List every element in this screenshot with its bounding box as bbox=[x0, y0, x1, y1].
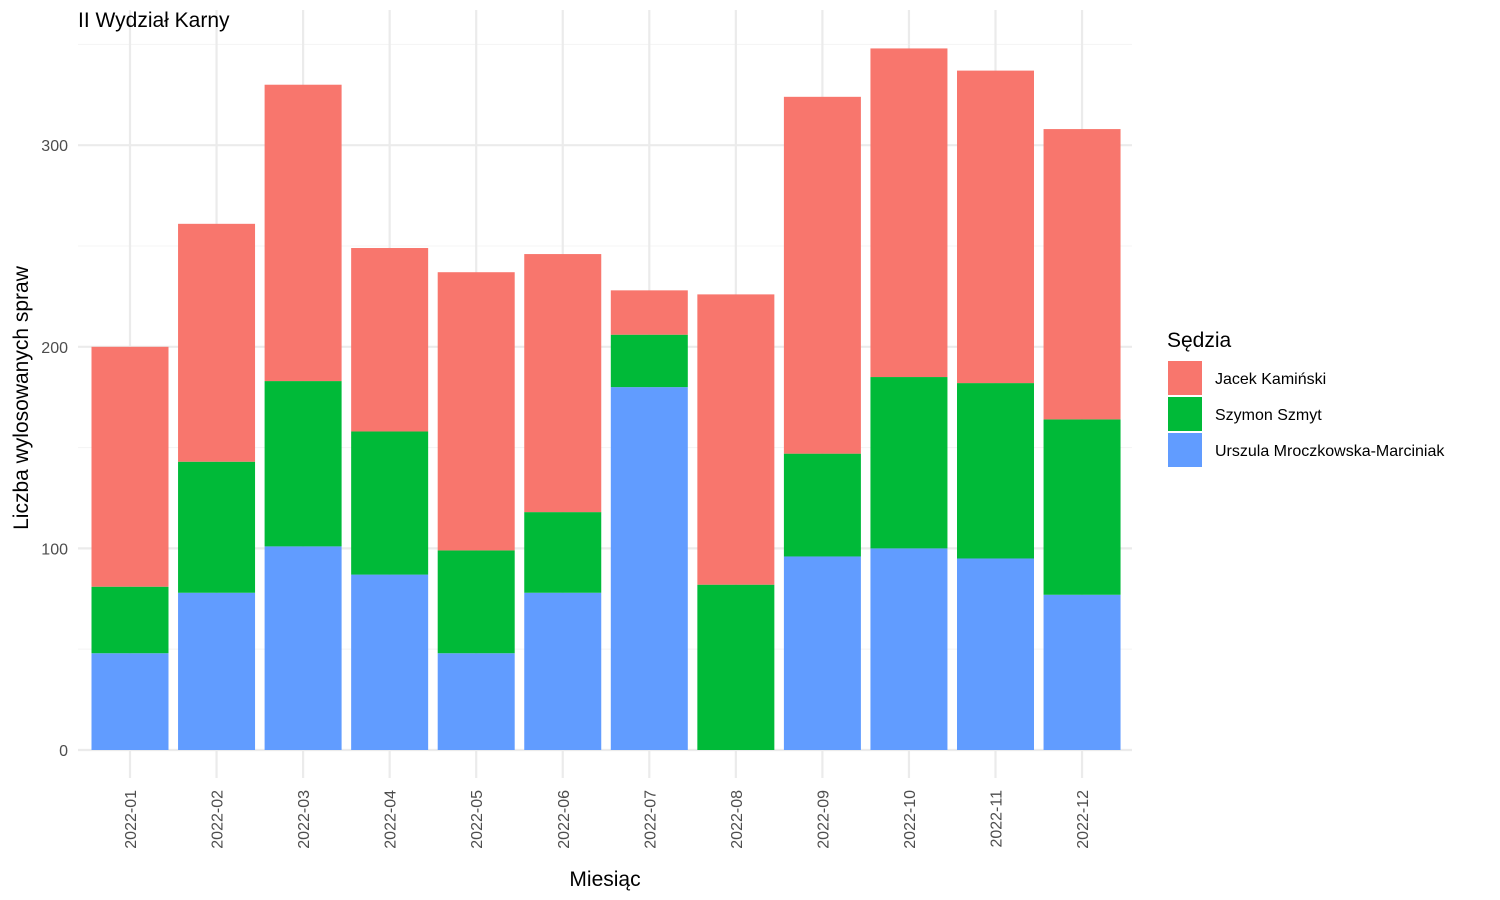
bar-segment bbox=[178, 461, 256, 593]
bar-segment bbox=[264, 381, 342, 547]
x-tick-label: 2022-09 bbox=[815, 790, 832, 849]
y-axis-title: Liczba wylosowanych spraw bbox=[10, 265, 33, 530]
bar-segment bbox=[697, 294, 775, 585]
bar-segment bbox=[524, 592, 602, 750]
legend-title: Sędzia bbox=[1167, 329, 1232, 352]
bar-segment bbox=[437, 653, 515, 750]
x-tick-label: 2022-10 bbox=[902, 790, 919, 849]
y-axis-ticks: 0 100 200 300 bbox=[41, 138, 68, 760]
bar-segment bbox=[437, 272, 515, 551]
bar-segment bbox=[178, 223, 256, 462]
bar-segment bbox=[91, 586, 169, 654]
x-tick-label: 2022-07 bbox=[642, 790, 659, 849]
legend-label: Szymon Szmyt bbox=[1215, 407, 1322, 424]
x-tick-label: 2022-02 bbox=[210, 790, 227, 849]
bar-segment bbox=[1043, 594, 1121, 750]
bar-segment bbox=[610, 290, 688, 335]
bar-segment bbox=[1043, 129, 1121, 420]
bar-segment bbox=[783, 453, 861, 557]
x-tick-label: 2022-01 bbox=[123, 790, 140, 849]
bar-segment bbox=[783, 96, 861, 454]
x-axis-title: Miesiąc bbox=[569, 868, 640, 891]
y-tick-label: 300 bbox=[41, 138, 68, 155]
bar-segment bbox=[610, 387, 688, 750]
bar-segment bbox=[264, 546, 342, 750]
bar-segment bbox=[178, 592, 256, 750]
x-tick-label: 2022-05 bbox=[469, 790, 486, 849]
y-tick-label: 100 bbox=[41, 541, 68, 558]
bar-segment bbox=[351, 574, 429, 750]
bar-segment bbox=[957, 70, 1034, 384]
bar-segment bbox=[91, 346, 169, 587]
bar-segment bbox=[351, 248, 429, 432]
bar-segment bbox=[610, 334, 688, 388]
legend-key bbox=[1168, 397, 1202, 431]
bar-segment bbox=[437, 550, 515, 654]
bar-segment bbox=[957, 383, 1034, 559]
bar-segment bbox=[1043, 419, 1121, 595]
bars bbox=[91, 48, 1121, 750]
bar-segment bbox=[697, 584, 775, 750]
x-tick-label: 2022-04 bbox=[383, 790, 400, 849]
legend-key bbox=[1168, 433, 1202, 467]
bar-segment bbox=[957, 558, 1034, 750]
x-tick-label: 2022-12 bbox=[1075, 790, 1092, 849]
bar-segment bbox=[351, 431, 429, 575]
x-tick-label: 2022-08 bbox=[729, 790, 746, 849]
bar-segment bbox=[524, 254, 602, 513]
bar-segment bbox=[870, 377, 948, 549]
chart-title: II Wydział Karny bbox=[78, 9, 230, 32]
legend-label: Jacek Kamiński bbox=[1215, 371, 1326, 388]
x-tick-label: 2022-06 bbox=[556, 790, 573, 849]
bar-segment bbox=[783, 556, 861, 750]
y-tick-label: 0 bbox=[59, 743, 68, 760]
x-tick-label: 2022-03 bbox=[296, 790, 313, 849]
legend-label: Urszula Mroczkowska-Marciniak bbox=[1215, 443, 1445, 460]
y-tick-label: 200 bbox=[41, 340, 68, 357]
bar-segment bbox=[91, 653, 169, 750]
bar-segment bbox=[264, 84, 342, 382]
legend: Sędzia Jacek Kamiński Szymon Szmyt Urszula… bbox=[1167, 329, 1445, 467]
x-axis-ticks: 2022-01 2022-02 2022-03 2022-04 2022-05 2022-… bbox=[123, 790, 1092, 849]
bar-segment bbox=[524, 512, 602, 593]
x-tick-label: 2022-11 bbox=[989, 790, 1006, 848]
legend-key bbox=[1168, 361, 1202, 395]
bar-segment bbox=[870, 548, 948, 750]
bar-segment bbox=[870, 48, 948, 378]
